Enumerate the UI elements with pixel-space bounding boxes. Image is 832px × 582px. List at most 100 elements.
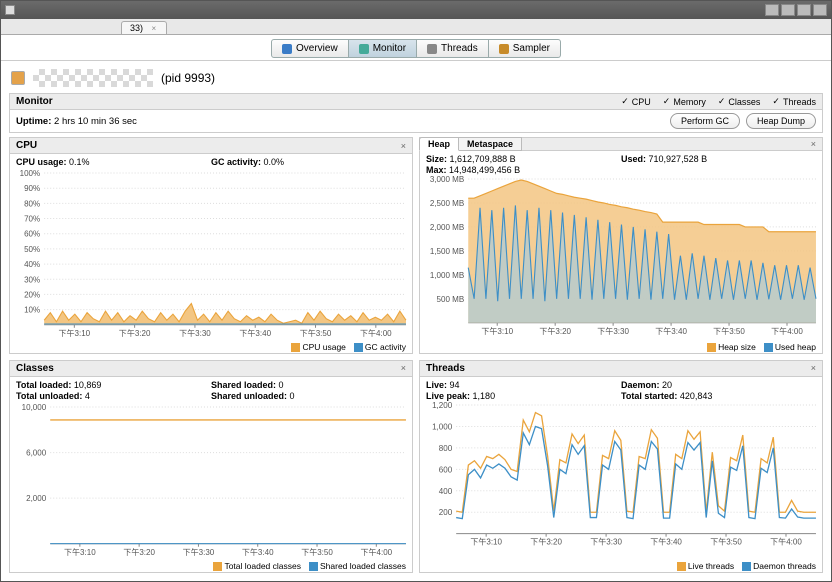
cpu-usage-value: 0.1% bbox=[69, 157, 90, 167]
tab-overview[interactable]: Overview bbox=[271, 39, 349, 58]
svg-text:下午3:40: 下午3:40 bbox=[655, 326, 687, 336]
svg-text:下午3:30: 下午3:30 bbox=[183, 547, 215, 557]
threads-title: Threads bbox=[426, 363, 465, 374]
file-tab[interactable]: 33) × bbox=[121, 21, 167, 34]
svg-text:下午3:10: 下午3:10 bbox=[481, 326, 513, 336]
gc-activity-value: 0.0% bbox=[264, 157, 285, 167]
threads-chart: 1,2001,000800600400200下午3:10下午3:20下午3:30… bbox=[420, 401, 822, 562]
monitor-title: Monitor bbox=[16, 96, 53, 107]
shared-loaded-label: Shared loaded: bbox=[211, 380, 276, 390]
svg-text:70%: 70% bbox=[24, 215, 40, 224]
svg-text:20%: 20% bbox=[24, 290, 40, 299]
heap-dump-button[interactable]: Heap Dump bbox=[746, 113, 816, 129]
file-tabstrip: 33) × bbox=[1, 19, 831, 35]
restore-button[interactable] bbox=[797, 4, 811, 16]
check-cpu[interactable]: ✓CPU bbox=[621, 96, 651, 107]
total-loaded-label: Total loaded: bbox=[16, 380, 71, 390]
heap-tab[interactable]: Heap bbox=[419, 137, 459, 151]
live-label: Live: bbox=[426, 380, 447, 390]
tab-sampler-label: Sampler bbox=[513, 43, 550, 54]
classes-chart: 10,0006,0002,000下午3:10下午3:20下午3:30下午3:40… bbox=[10, 401, 412, 572]
cpu-close-icon[interactable]: × bbox=[401, 141, 406, 151]
app-name-redacted bbox=[33, 69, 153, 87]
heap-close-icon[interactable]: × bbox=[811, 139, 816, 149]
threads-legend: Live threads Daemon threads bbox=[677, 561, 816, 571]
tab-threads[interactable]: Threads bbox=[417, 39, 489, 58]
svg-text:800: 800 bbox=[439, 444, 453, 453]
classes-panel: Classes × Total loaded: 10,869 Shared loa… bbox=[9, 360, 413, 573]
svg-text:100%: 100% bbox=[20, 169, 41, 178]
svg-text:1,500 MB: 1,500 MB bbox=[430, 247, 464, 256]
heap-max-label: Max: bbox=[426, 165, 447, 175]
heap-panel: Heap Metaspace × Size: 1,612,709,888 B U… bbox=[419, 137, 823, 354]
file-tab-close-icon[interactable]: × bbox=[152, 24, 157, 33]
svg-text:10,000: 10,000 bbox=[22, 403, 47, 412]
svg-text:60%: 60% bbox=[24, 230, 40, 239]
uptime-value: 2 hrs 10 min 36 sec bbox=[54, 116, 137, 127]
monitor-icon bbox=[359, 44, 369, 54]
content: (pid 9993) Monitor ✓CPU ✓Memory ✓Classes… bbox=[1, 61, 831, 581]
minimize-button[interactable] bbox=[765, 4, 779, 16]
classes-legend: Total loaded classes Shared loaded class… bbox=[213, 561, 406, 571]
titlebar bbox=[1, 1, 831, 19]
close-button[interactable] bbox=[813, 4, 827, 16]
svg-text:90%: 90% bbox=[24, 184, 40, 193]
svg-text:2,500 MB: 2,500 MB bbox=[430, 199, 464, 208]
heap-size-value: 1,612,709,888 B bbox=[450, 154, 516, 164]
svg-text:200: 200 bbox=[439, 508, 453, 517]
heap-size-label: Size: bbox=[426, 154, 447, 164]
cpu-panel: CPU× CPU usage: 0.1% GC activity: 0.0% 1… bbox=[9, 137, 413, 354]
svg-text:下午3:20: 下午3:20 bbox=[123, 547, 155, 557]
tab-monitor-label: Monitor bbox=[373, 43, 406, 54]
threads-close-icon[interactable]: × bbox=[811, 363, 816, 373]
svg-text:2,000 MB: 2,000 MB bbox=[430, 223, 464, 232]
svg-text:600: 600 bbox=[439, 465, 453, 474]
svg-text:下午3:30: 下午3:30 bbox=[597, 326, 629, 336]
maximize-button[interactable] bbox=[781, 4, 795, 16]
file-tab-label: 33) bbox=[130, 23, 143, 33]
uptime-label: Uptime: bbox=[16, 116, 51, 127]
shared-loaded-value: 0 bbox=[279, 380, 284, 390]
svg-text:下午3:30: 下午3:30 bbox=[179, 328, 211, 338]
svg-text:下午3:50: 下午3:50 bbox=[710, 537, 742, 547]
monitor-header: Monitor ✓CPU ✓Memory ✓Classes ✓Threads bbox=[9, 93, 823, 110]
tab-overview-label: Overview bbox=[296, 43, 338, 54]
gc-activity-label: GC activity: bbox=[211, 157, 261, 167]
svg-text:3,000 MB: 3,000 MB bbox=[430, 175, 464, 184]
svg-text:40%: 40% bbox=[24, 260, 40, 269]
svg-text:下午3:20: 下午3:20 bbox=[530, 537, 562, 547]
cpu-legend: CPU usage GC activity bbox=[291, 342, 406, 352]
total-loaded-value: 10,869 bbox=[74, 380, 102, 390]
tab-monitor[interactable]: Monitor bbox=[349, 39, 417, 58]
svg-text:下午4:00: 下午4:00 bbox=[360, 547, 392, 557]
svg-text:下午4:00: 下午4:00 bbox=[770, 537, 802, 547]
cpu-chart: 100%90%80%70%60%50%40%30%20%10%下午3:10下午3… bbox=[10, 167, 412, 353]
check-classes[interactable]: ✓Classes bbox=[718, 96, 761, 107]
heap-legend: Heap size Used heap bbox=[707, 342, 816, 352]
shared-unloaded-label: Shared unloaded: bbox=[211, 391, 287, 401]
svg-text:下午3:10: 下午3:10 bbox=[64, 547, 96, 557]
svg-text:下午4:00: 下午4:00 bbox=[771, 326, 803, 336]
svg-text:下午4:00: 下午4:00 bbox=[360, 328, 392, 338]
svg-text:1,200: 1,200 bbox=[432, 401, 453, 410]
metaspace-tab[interactable]: Metaspace bbox=[459, 137, 522, 151]
svg-text:500 MB: 500 MB bbox=[437, 295, 465, 304]
tab-sampler[interactable]: Sampler bbox=[489, 39, 561, 58]
svg-text:下午3:50: 下午3:50 bbox=[301, 547, 333, 557]
classes-close-icon[interactable]: × bbox=[401, 363, 406, 373]
svg-text:下午3:40: 下午3:40 bbox=[239, 328, 271, 338]
cpu-title: CPU bbox=[16, 140, 37, 151]
check-threads[interactable]: ✓Threads bbox=[772, 96, 816, 107]
svg-text:下午3:40: 下午3:40 bbox=[242, 547, 274, 557]
svg-text:80%: 80% bbox=[24, 199, 40, 208]
check-memory[interactable]: ✓Memory bbox=[663, 96, 706, 107]
svg-text:下午3:10: 下午3:10 bbox=[59, 328, 91, 338]
main-tabs: Overview Monitor Threads Sampler bbox=[1, 39, 831, 58]
heap-chart: 3,000 MB2,500 MB2,000 MB1,500 MB1,000 MB… bbox=[420, 175, 822, 351]
perform-gc-button[interactable]: Perform GC bbox=[670, 113, 740, 129]
threads-icon bbox=[427, 44, 437, 54]
sampler-icon bbox=[499, 44, 509, 54]
app-icon bbox=[5, 5, 15, 15]
daemon-label: Daemon: bbox=[621, 380, 660, 390]
classes-title: Classes bbox=[16, 363, 54, 374]
